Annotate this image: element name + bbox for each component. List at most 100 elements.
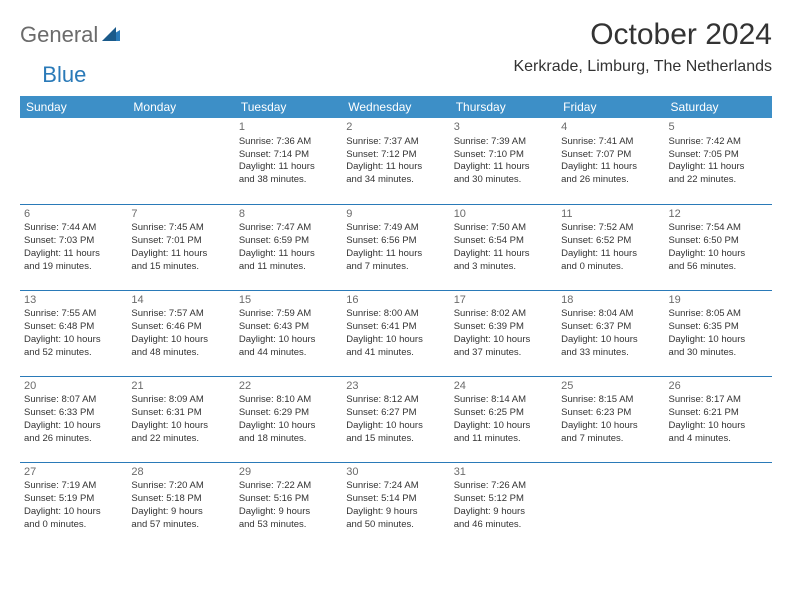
day-number: 3 <box>454 120 553 135</box>
daylight-text: Daylight: 11 hours <box>561 161 660 174</box>
daylight-text: Daylight: 10 hours <box>24 420 123 433</box>
sunset-text: Sunset: 5:19 PM <box>24 493 123 506</box>
sunset-text: Sunset: 5:12 PM <box>454 493 553 506</box>
daylight-text: Daylight: 10 hours <box>454 420 553 433</box>
day-cell: 23Sunrise: 8:12 AMSunset: 6:27 PMDayligh… <box>342 376 449 462</box>
sunrise-text: Sunrise: 7:39 AM <box>454 136 553 149</box>
day-number: 25 <box>561 379 660 394</box>
daylight-text: and 18 minutes. <box>239 433 338 446</box>
day-number: 24 <box>454 379 553 394</box>
day-number: 9 <box>346 207 445 222</box>
day-number: 11 <box>561 207 660 222</box>
sunrise-text: Sunrise: 8:04 AM <box>561 308 660 321</box>
sunrise-text: Sunrise: 8:12 AM <box>346 394 445 407</box>
day-number: 21 <box>131 379 230 394</box>
day-cell: 19Sunrise: 8:05 AMSunset: 6:35 PMDayligh… <box>665 290 772 376</box>
sunset-text: Sunset: 7:05 PM <box>669 149 768 162</box>
daylight-text: and 48 minutes. <box>131 347 230 360</box>
week-row: 1Sunrise: 7:36 AMSunset: 7:14 PMDaylight… <box>20 118 772 204</box>
weekday-header: Tuesday <box>235 96 342 118</box>
daylight-text: Daylight: 10 hours <box>131 420 230 433</box>
daylight-text: and 30 minutes. <box>454 174 553 187</box>
sunrise-text: Sunrise: 7:59 AM <box>239 308 338 321</box>
sunset-text: Sunset: 6:27 PM <box>346 407 445 420</box>
day-number: 2 <box>346 120 445 135</box>
day-number: 20 <box>24 379 123 394</box>
day-number: 30 <box>346 465 445 480</box>
sunset-text: Sunset: 6:41 PM <box>346 321 445 334</box>
sunset-text: Sunset: 6:21 PM <box>669 407 768 420</box>
day-number: 28 <box>131 465 230 480</box>
sunrise-text: Sunrise: 7:57 AM <box>131 308 230 321</box>
day-number: 4 <box>561 120 660 135</box>
day-cell: 8Sunrise: 7:47 AMSunset: 6:59 PMDaylight… <box>235 204 342 290</box>
day-cell: 6Sunrise: 7:44 AMSunset: 7:03 PMDaylight… <box>20 204 127 290</box>
day-cell: 15Sunrise: 7:59 AMSunset: 6:43 PMDayligh… <box>235 290 342 376</box>
sunset-text: Sunset: 6:29 PM <box>239 407 338 420</box>
daylight-text: Daylight: 11 hours <box>454 248 553 261</box>
sunrise-text: Sunrise: 7:54 AM <box>669 222 768 235</box>
sunrise-text: Sunrise: 8:07 AM <box>24 394 123 407</box>
daylight-text: Daylight: 10 hours <box>669 334 768 347</box>
day-cell: 14Sunrise: 7:57 AMSunset: 6:46 PMDayligh… <box>127 290 234 376</box>
day-number: 26 <box>669 379 768 394</box>
sunset-text: Sunset: 7:14 PM <box>239 149 338 162</box>
daylight-text: and 37 minutes. <box>454 347 553 360</box>
sunset-text: Sunset: 6:59 PM <box>239 235 338 248</box>
sunrise-text: Sunrise: 7:26 AM <box>454 480 553 493</box>
day-number: 8 <box>239 207 338 222</box>
sunrise-text: Sunrise: 7:20 AM <box>131 480 230 493</box>
daylight-text: Daylight: 10 hours <box>669 248 768 261</box>
day-cell: 11Sunrise: 7:52 AMSunset: 6:52 PMDayligh… <box>557 204 664 290</box>
sunset-text: Sunset: 6:39 PM <box>454 321 553 334</box>
month-title: October 2024 <box>513 18 772 52</box>
daylight-text: Daylight: 9 hours <box>239 506 338 519</box>
sunrise-text: Sunrise: 7:47 AM <box>239 222 338 235</box>
day-number: 12 <box>669 207 768 222</box>
sunset-text: Sunset: 7:01 PM <box>131 235 230 248</box>
day-cell: 22Sunrise: 8:10 AMSunset: 6:29 PMDayligh… <box>235 376 342 462</box>
sunset-text: Sunset: 6:48 PM <box>24 321 123 334</box>
sunset-text: Sunset: 6:52 PM <box>561 235 660 248</box>
daylight-text: Daylight: 11 hours <box>669 161 768 174</box>
weekday-header-row: Sunday Monday Tuesday Wednesday Thursday… <box>20 96 772 118</box>
daylight-text: Daylight: 9 hours <box>131 506 230 519</box>
sunrise-text: Sunrise: 7:55 AM <box>24 308 123 321</box>
day-cell: 17Sunrise: 8:02 AMSunset: 6:39 PMDayligh… <box>450 290 557 376</box>
daylight-text: Daylight: 11 hours <box>561 248 660 261</box>
sunrise-text: Sunrise: 7:50 AM <box>454 222 553 235</box>
sunset-text: Sunset: 5:14 PM <box>346 493 445 506</box>
day-cell: 16Sunrise: 8:00 AMSunset: 6:41 PMDayligh… <box>342 290 449 376</box>
weekday-header: Monday <box>127 96 234 118</box>
day-number: 27 <box>24 465 123 480</box>
daylight-text: and 7 minutes. <box>346 261 445 274</box>
daylight-text: and 57 minutes. <box>131 519 230 532</box>
sunrise-text: Sunrise: 7:42 AM <box>669 136 768 149</box>
daylight-text: and 0 minutes. <box>561 261 660 274</box>
sunset-text: Sunset: 6:50 PM <box>669 235 768 248</box>
logo-text-general: General <box>20 22 98 48</box>
week-row: 20Sunrise: 8:07 AMSunset: 6:33 PMDayligh… <box>20 376 772 462</box>
weekday-header: Sunday <box>20 96 127 118</box>
daylight-text: Daylight: 9 hours <box>454 506 553 519</box>
sunset-text: Sunset: 6:23 PM <box>561 407 660 420</box>
daylight-text: and 26 minutes. <box>561 174 660 187</box>
sunset-text: Sunset: 6:56 PM <box>346 235 445 248</box>
sunrise-text: Sunrise: 7:37 AM <box>346 136 445 149</box>
daylight-text: Daylight: 11 hours <box>454 161 553 174</box>
sunrise-text: Sunrise: 7:19 AM <box>24 480 123 493</box>
daylight-text: Daylight: 11 hours <box>239 161 338 174</box>
week-row: 6Sunrise: 7:44 AMSunset: 7:03 PMDaylight… <box>20 204 772 290</box>
daylight-text: and 19 minutes. <box>24 261 123 274</box>
day-number: 29 <box>239 465 338 480</box>
daylight-text: and 7 minutes. <box>561 433 660 446</box>
day-cell <box>127 118 234 204</box>
day-cell: 12Sunrise: 7:54 AMSunset: 6:50 PMDayligh… <box>665 204 772 290</box>
day-cell: 27Sunrise: 7:19 AMSunset: 5:19 PMDayligh… <box>20 462 127 548</box>
daylight-text: Daylight: 11 hours <box>239 248 338 261</box>
weekday-header: Thursday <box>450 96 557 118</box>
daylight-text: Daylight: 9 hours <box>346 506 445 519</box>
daylight-text: and 30 minutes. <box>669 347 768 360</box>
day-cell: 20Sunrise: 8:07 AMSunset: 6:33 PMDayligh… <box>20 376 127 462</box>
daylight-text: Daylight: 10 hours <box>24 506 123 519</box>
